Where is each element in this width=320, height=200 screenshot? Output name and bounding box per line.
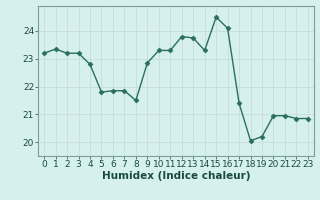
X-axis label: Humidex (Indice chaleur): Humidex (Indice chaleur) xyxy=(102,171,250,181)
